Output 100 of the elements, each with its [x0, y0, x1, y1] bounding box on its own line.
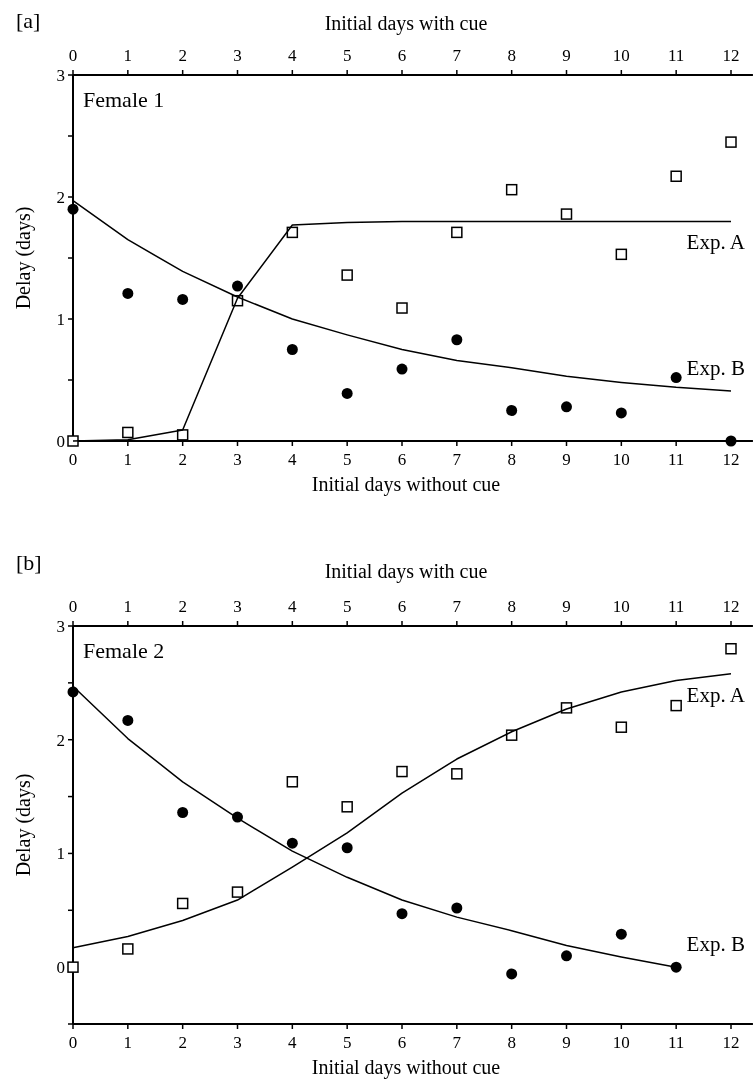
- chart-title: [b]: [16, 550, 42, 575]
- point: [67, 435, 79, 447]
- x-tick-label: 1: [123, 1033, 133, 1052]
- series-label: Exp. A: [686, 230, 746, 255]
- point: [177, 806, 189, 818]
- y-tick-label: 2: [56, 730, 65, 750]
- point: [451, 334, 463, 346]
- point: [615, 248, 628, 261]
- point: [615, 407, 627, 419]
- point: [286, 344, 298, 355]
- x-tick-label: 11: [667, 1033, 685, 1052]
- y-tick-label: 3: [56, 617, 65, 636]
- x2-tick-label: 8: [507, 46, 516, 65]
- y-tick-label: 2: [56, 188, 65, 207]
- x2-tick-label: 11: [667, 597, 685, 616]
- x2-tick-label: 0: [68, 597, 78, 616]
- x2-axis-title: Initial days with cue: [324, 560, 488, 583]
- y-axis-title: Delay (days): [12, 773, 35, 877]
- y-tick-label: 1: [56, 310, 65, 329]
- x2-tick-label: 11: [667, 46, 685, 65]
- series-label: Exp. A: [686, 682, 746, 707]
- point: [177, 293, 189, 305]
- x2-tick-label: 4: [288, 46, 298, 65]
- x-tick-label: 9: [562, 450, 571, 469]
- x-axis-title: Initial days without cue: [311, 473, 501, 496]
- x-tick-label: 2: [178, 1033, 187, 1052]
- x2-tick-label: 2: [178, 597, 187, 616]
- point: [670, 372, 682, 384]
- x-tick-label: 4: [288, 450, 298, 469]
- x-tick-label: 4: [288, 1033, 298, 1052]
- point: [506, 405, 518, 416]
- x-tick-label: 5: [342, 1033, 352, 1052]
- x-tick-label: 8: [507, 450, 516, 469]
- x-tick-label: 0: [68, 450, 78, 469]
- point: [725, 642, 737, 655]
- x-tick-label: 5: [342, 450, 352, 469]
- point: [286, 776, 299, 788]
- x2-tick-label: 3: [233, 46, 242, 65]
- point: [67, 961, 79, 973]
- y-tick-label: 3: [56, 66, 65, 85]
- annotation: Female 1: [83, 87, 165, 112]
- x-tick-label: 1: [123, 450, 133, 469]
- chart-title: [a]: [16, 8, 41, 33]
- x-tick-label: 12: [722, 450, 740, 469]
- point: [451, 768, 463, 780]
- point: [561, 950, 572, 962]
- y-tick-label: 1: [56, 844, 65, 864]
- x2-tick-label: 7: [452, 46, 462, 65]
- point: [286, 837, 298, 849]
- point: [396, 765, 408, 778]
- x-tick-label: 10: [612, 1033, 630, 1052]
- x2-tick-label: 12: [722, 597, 740, 616]
- x2-tick-label: 6: [397, 46, 407, 65]
- point: [231, 886, 244, 898]
- point: [122, 714, 134, 726]
- x2-tick-label: 10: [612, 597, 630, 616]
- point: [451, 226, 463, 239]
- point: [615, 721, 628, 733]
- x2-tick-label: 10: [612, 46, 630, 65]
- point: [505, 183, 518, 196]
- x2-tick-label: 12: [722, 46, 740, 65]
- point: [341, 269, 353, 281]
- x-tick-label: 2: [178, 450, 187, 469]
- x-tick-label: 3: [233, 450, 242, 469]
- x-tick-label: 0: [68, 1033, 78, 1052]
- point: [396, 302, 408, 314]
- x2-tick-label: 5: [342, 597, 352, 616]
- x2-tick-label: 2: [178, 46, 187, 65]
- x2-tick-label: 5: [342, 46, 352, 65]
- x-tick-label: 8: [507, 1033, 516, 1052]
- x2-tick-label: 1: [123, 46, 133, 65]
- x-tick-label: 10: [612, 450, 630, 469]
- point: [122, 287, 134, 299]
- series-label: Exp. B: [686, 932, 745, 957]
- point: [176, 897, 189, 910]
- y-axis-title: Delay (days): [12, 206, 35, 310]
- point: [670, 170, 682, 183]
- x2-tick-label: 6: [397, 597, 407, 616]
- x-tick-label: 9: [562, 1033, 571, 1052]
- x-tick-label: 6: [397, 450, 407, 469]
- point: [560, 208, 573, 220]
- x2-tick-label: 4: [288, 597, 298, 616]
- point: [561, 401, 572, 413]
- annotation: Female 2: [83, 638, 165, 663]
- x-tick-label: 12: [722, 1033, 740, 1052]
- x2-tick-label: 0: [68, 46, 78, 65]
- point: [451, 902, 463, 914]
- x2-tick-label: 9: [562, 597, 571, 616]
- point: [506, 968, 518, 980]
- series-label: Exp. B: [686, 355, 745, 380]
- x2-axis-title: Initial days with cue: [324, 12, 488, 35]
- point: [122, 943, 134, 955]
- point: [122, 426, 134, 439]
- point: [341, 801, 353, 813]
- y-tick-label: 0: [56, 958, 65, 978]
- y-tick-label: 0: [56, 432, 65, 451]
- point: [725, 136, 737, 148]
- point: [725, 435, 737, 447]
- x-axis-title: Initial days without cue: [311, 1056, 501, 1079]
- point: [341, 387, 353, 399]
